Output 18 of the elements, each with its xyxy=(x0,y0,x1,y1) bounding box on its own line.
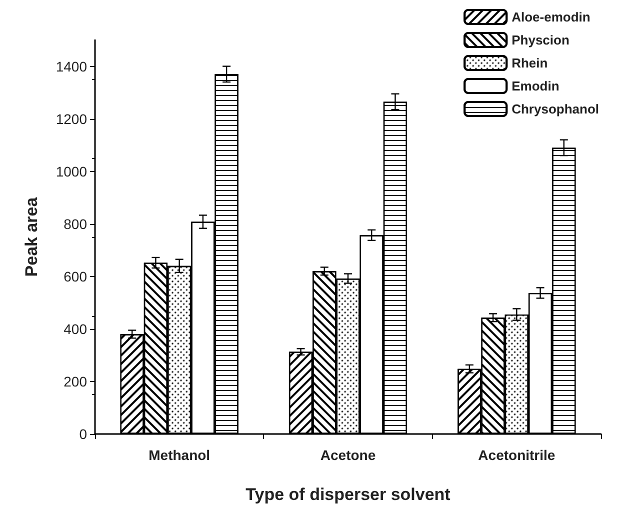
x-tick-label: Acetonitrile xyxy=(478,447,556,463)
y-tick-label: 600 xyxy=(64,268,88,284)
x-tick-label: Acetone xyxy=(320,447,376,463)
y-tick-label: 1000 xyxy=(56,163,88,180)
y-tick-label: 1200 xyxy=(56,110,88,127)
y-axis-title: Peak area xyxy=(22,196,41,277)
legend-label: Chrysophanol xyxy=(512,102,600,116)
legend-label: Rhein xyxy=(512,56,548,70)
legend-label: Emodin xyxy=(512,78,560,94)
legend-label: Physcion xyxy=(512,32,570,48)
y-tick-label: 0 xyxy=(79,426,88,442)
legend-label: Aloe-emodin xyxy=(512,10,590,24)
x-axis-title: Type of disperser solvent xyxy=(246,485,451,504)
y-tick-label: 200 xyxy=(64,373,88,390)
y-tick-label: 800 xyxy=(64,216,88,232)
y-tick-label: 400 xyxy=(64,320,88,337)
y-tick-label: 1400 xyxy=(56,58,88,74)
x-tick-label: Methanol xyxy=(148,447,210,463)
